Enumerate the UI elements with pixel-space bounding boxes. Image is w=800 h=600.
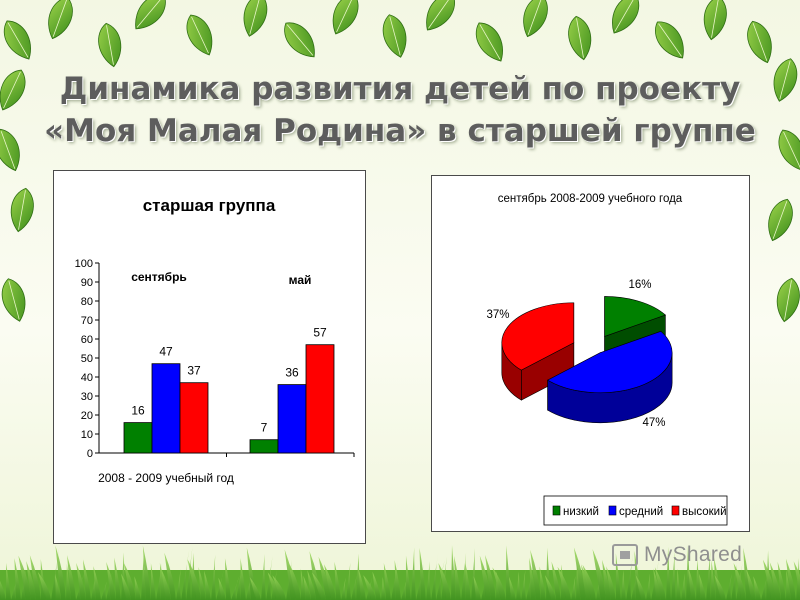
leaf-18 xyxy=(0,69,26,111)
leaf-10 xyxy=(475,22,503,62)
leaf-17 xyxy=(773,58,798,102)
legend-swatch xyxy=(552,505,561,516)
category-label: сентябрь xyxy=(131,270,187,284)
leaf-8 xyxy=(382,14,407,58)
slide-title: Динамика развития детей по проекту «Моя М… xyxy=(40,68,760,152)
leaf-22 xyxy=(768,198,793,242)
leaf-7 xyxy=(332,0,359,35)
slide-title-line-2: «Моя Малая Родина» в старшей группе xyxy=(44,113,756,149)
pie-value-label: 47% xyxy=(642,417,665,429)
y-tick-label: 30 xyxy=(81,391,93,403)
pie-chart-panel: сентябрь 2008-2009 учебного года 16% 47% 37… xyxy=(431,175,750,532)
y-tick-label: 70 xyxy=(81,315,93,327)
bar-value-label: 7 xyxy=(261,421,268,435)
bar xyxy=(179,382,209,454)
slide-title-line-1: Динамика развития детей по проекту xyxy=(59,71,741,107)
pie-chart-title: сентябрь 2008-2009 учебного года xyxy=(498,193,683,205)
y-tick-label: 40 xyxy=(81,372,93,384)
legend-box xyxy=(543,495,728,526)
leaf-4 xyxy=(186,14,213,56)
legend-swatch xyxy=(608,505,617,516)
leaf-23 xyxy=(1,278,26,322)
leaf-1 xyxy=(48,0,73,40)
leaf-5 xyxy=(243,0,268,37)
bar-value-label: 16 xyxy=(131,404,145,418)
y-tick-label: 80 xyxy=(81,296,93,308)
legend-label: низкий xyxy=(563,506,599,518)
leaf-19 xyxy=(0,128,20,172)
category-label: май xyxy=(289,273,312,287)
monitor-icon xyxy=(612,544,638,566)
grass-border-decoration xyxy=(0,544,800,600)
bar-value-label: 47 xyxy=(159,345,173,359)
x-axis-label: 2008 - 2009 учебный год xyxy=(98,471,234,485)
legend-swatch xyxy=(671,505,680,516)
y-tick-label: 100 xyxy=(75,258,93,270)
bar-value-label: 37 xyxy=(187,364,201,378)
y-tick-label: 90 xyxy=(81,277,93,289)
leaf-2 xyxy=(98,22,122,68)
pie-slice-2 xyxy=(501,302,575,401)
pie-legend: низкий средний высокий xyxy=(543,495,728,526)
bar xyxy=(151,363,181,454)
legend-label: средний xyxy=(619,506,663,518)
bar-chart: старшая группа 0 10 20 30 40 50 60 70 80 90 100 сент… xyxy=(75,196,355,485)
watermark-text: MyShared xyxy=(644,543,743,566)
y-tick-label: 50 xyxy=(81,353,93,365)
bar xyxy=(123,422,153,454)
y-tick-label: 0 xyxy=(87,448,93,460)
pie-value-label: 16% xyxy=(628,279,651,291)
bar-value-label: 57 xyxy=(313,326,327,340)
leaf-3 xyxy=(135,0,166,30)
leaf-15 xyxy=(703,0,727,41)
leaf-14 xyxy=(655,21,684,59)
leaf-0 xyxy=(3,20,31,60)
pie-value-label: 37% xyxy=(486,309,509,321)
leaf-21 xyxy=(778,129,800,171)
bar xyxy=(277,384,307,454)
leaf-6 xyxy=(284,22,315,58)
leaf-9 xyxy=(426,0,455,31)
y-tick-label: 20 xyxy=(81,410,93,422)
bar-chart-panel: старшая группа 0 10 20 30 40 50 60 70 80 90 100 сент… xyxy=(53,170,366,544)
legend-label: высокий xyxy=(682,506,727,518)
birch-leaves-decoration xyxy=(0,0,800,323)
leaf-20 xyxy=(10,187,34,233)
leaf-12 xyxy=(568,15,592,61)
bar-value-label: 36 xyxy=(285,366,299,380)
pie-slice-1 xyxy=(547,330,673,424)
y-tick-label: 60 xyxy=(81,334,93,346)
leaf-11 xyxy=(523,0,548,38)
watermark: MyShared xyxy=(612,537,742,573)
leaf-16 xyxy=(747,20,772,64)
bar xyxy=(249,439,279,454)
bar xyxy=(305,344,335,454)
y-tick-label: 10 xyxy=(81,429,93,441)
pie-chart: сентябрь 2008-2009 учебного года 16% 47% 37… xyxy=(486,193,728,526)
bar-chart-title: старшая группа xyxy=(143,196,276,215)
leaf-24 xyxy=(776,277,800,323)
leaf-13 xyxy=(612,0,640,34)
